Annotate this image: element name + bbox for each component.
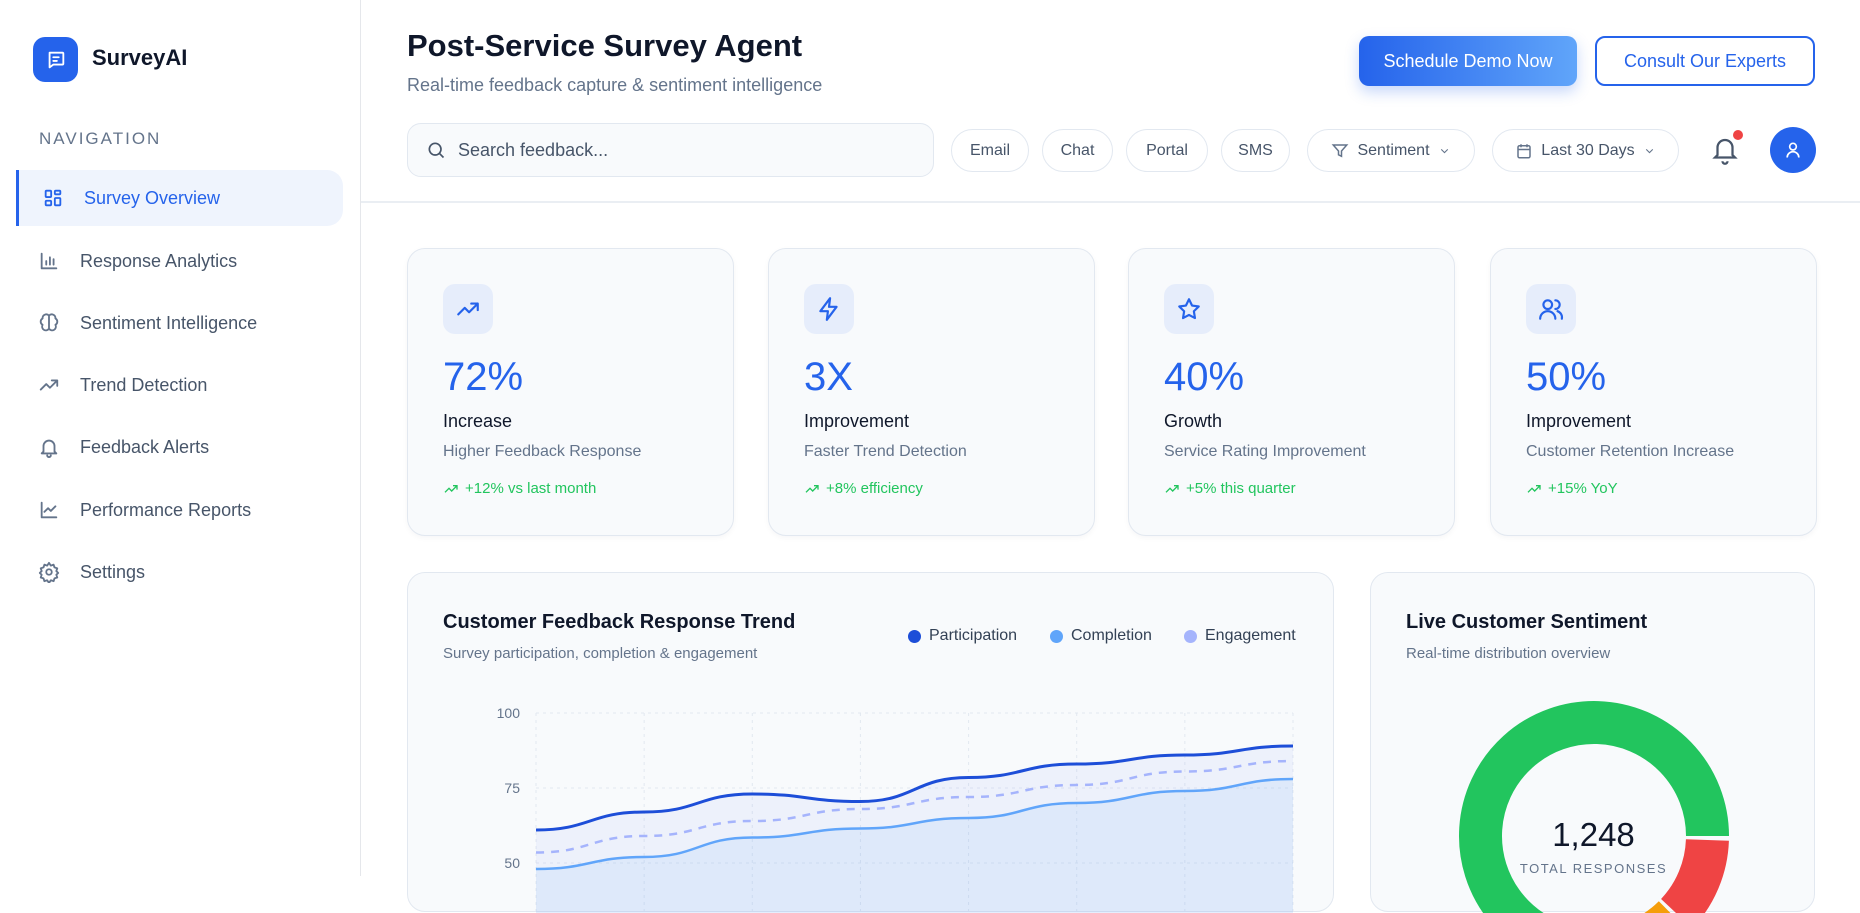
date-range-label: Last 30 Days — [1541, 142, 1634, 160]
sidebar-item-label: Performance Reports — [80, 500, 251, 521]
stat-trend: +5% this quarter — [1164, 480, 1296, 497]
y-tick-label: 100 — [497, 705, 521, 721]
sentiment-card: Live Customer Sentiment Real-time distri… — [1370, 572, 1815, 912]
sidebar-item-settings[interactable]: Settings — [16, 544, 343, 600]
stat-trend: +12% vs last month — [443, 480, 596, 497]
sidebar-item-feedback-alerts[interactable]: Feedback Alerts — [16, 419, 343, 475]
user-icon — [1783, 140, 1803, 160]
schedule-demo-button[interactable]: Schedule Demo Now — [1359, 36, 1577, 86]
total-responses-label: TOTAL RESPONSES — [1371, 861, 1816, 876]
stat-value: 50% — [1526, 355, 1606, 400]
sidebar: SurveyAI NAVIGATION Survey Overview Respo… — [0, 0, 361, 876]
brain-icon — [38, 312, 60, 334]
search-input[interactable] — [458, 140, 898, 161]
stat-card: 40% Growth Service Rating Improvement +5… — [1128, 248, 1455, 536]
brand-name: SurveyAI — [92, 45, 187, 71]
consult-experts-button[interactable]: Consult Our Experts — [1595, 36, 1815, 86]
sidebar-item-label: Response Analytics — [80, 251, 237, 272]
sidebar-item-trend-detection[interactable]: Trend Detection — [16, 357, 343, 413]
filter-icon — [1331, 142, 1349, 160]
sidebar-item-label: Trend Detection — [80, 375, 207, 396]
sidebar-item-response-analytics[interactable]: Response Analytics — [16, 233, 343, 289]
trending-up-icon — [38, 374, 60, 396]
stat-description: Service Rating Improvement — [1164, 443, 1366, 461]
response-trend-card: Customer Feedback Response Trend Survey … — [407, 572, 1334, 912]
line-chart: 100 75 50 — [408, 573, 1335, 913]
filter-email[interactable]: Email — [951, 129, 1029, 172]
date-range-dropdown[interactable]: Last 30 Days — [1492, 129, 1679, 172]
stat-value: 72% — [443, 355, 523, 400]
search-icon — [426, 140, 446, 160]
stat-label: Increase — [443, 411, 512, 432]
filter-portal[interactable]: Portal — [1126, 129, 1208, 172]
stat-trend: +8% efficiency — [804, 480, 923, 497]
trending-up-icon — [443, 481, 459, 497]
sidebar-item-survey-overview[interactable]: Survey Overview — [16, 170, 343, 226]
stat-card: 50% Improvement Customer Retention Incre… — [1490, 248, 1817, 536]
filter-sms[interactable]: SMS — [1221, 129, 1290, 172]
header-divider — [361, 201, 1860, 203]
logo-icon — [33, 37, 78, 82]
stat-card: 72% Increase Higher Feedback Response +1… — [407, 248, 734, 536]
stat-description: Customer Retention Increase — [1526, 443, 1734, 461]
filter-chat[interactable]: Chat — [1042, 129, 1113, 172]
y-tick-label: 50 — [504, 855, 520, 871]
sidebar-item-sentiment-intelligence[interactable]: Sentiment Intelligence — [16, 295, 343, 351]
stat-label: Growth — [1164, 411, 1222, 432]
stat-trend: +15% YoY — [1526, 480, 1618, 497]
trending-up-icon — [804, 481, 820, 497]
calendar-icon — [1515, 142, 1533, 160]
notification-badge — [1733, 130, 1743, 140]
page-subtitle: Real-time feedback capture & sentiment i… — [407, 75, 822, 96]
chevron-down-icon — [1438, 142, 1451, 160]
total-responses-value: 1,248 — [1371, 816, 1816, 854]
sentiment-label: Sentiment — [1357, 142, 1429, 160]
sidebar-item-label: Feedback Alerts — [80, 437, 209, 458]
users-icon — [1526, 284, 1576, 334]
nav-section-label: NAVIGATION — [39, 129, 161, 149]
sidebar-item-label: Survey Overview — [84, 188, 220, 209]
bell-icon — [38, 436, 60, 458]
trending-up-icon — [443, 284, 493, 334]
stat-card: 3X Improvement Faster Trend Detection +8… — [768, 248, 1095, 536]
star-icon — [1164, 284, 1214, 334]
sentiment-dropdown[interactable]: Sentiment — [1307, 129, 1475, 172]
page-title: Post-Service Survey Agent — [407, 28, 802, 64]
stat-value: 40% — [1164, 355, 1244, 400]
search-bar[interactable] — [407, 123, 934, 177]
stat-description: Higher Feedback Response — [443, 443, 641, 461]
sidebar-item-label: Settings — [80, 562, 145, 583]
trending-up-icon — [1164, 481, 1180, 497]
chevron-down-icon — [1643, 142, 1656, 160]
stat-label: Improvement — [804, 411, 909, 432]
sidebar-item-performance-reports[interactable]: Performance Reports — [16, 482, 343, 538]
user-avatar[interactable] — [1770, 127, 1816, 173]
bar-chart-icon — [38, 250, 60, 272]
lightning-icon — [804, 284, 854, 334]
gear-icon — [38, 561, 60, 583]
sidebar-item-label: Sentiment Intelligence — [80, 313, 257, 334]
y-tick-label: 75 — [504, 780, 520, 796]
stat-description: Faster Trend Detection — [804, 443, 967, 461]
line-chart-icon — [38, 499, 60, 521]
stat-label: Improvement — [1526, 411, 1631, 432]
stat-value: 3X — [804, 355, 853, 400]
layout-grid-icon — [42, 187, 64, 209]
trending-up-icon — [1526, 481, 1542, 497]
